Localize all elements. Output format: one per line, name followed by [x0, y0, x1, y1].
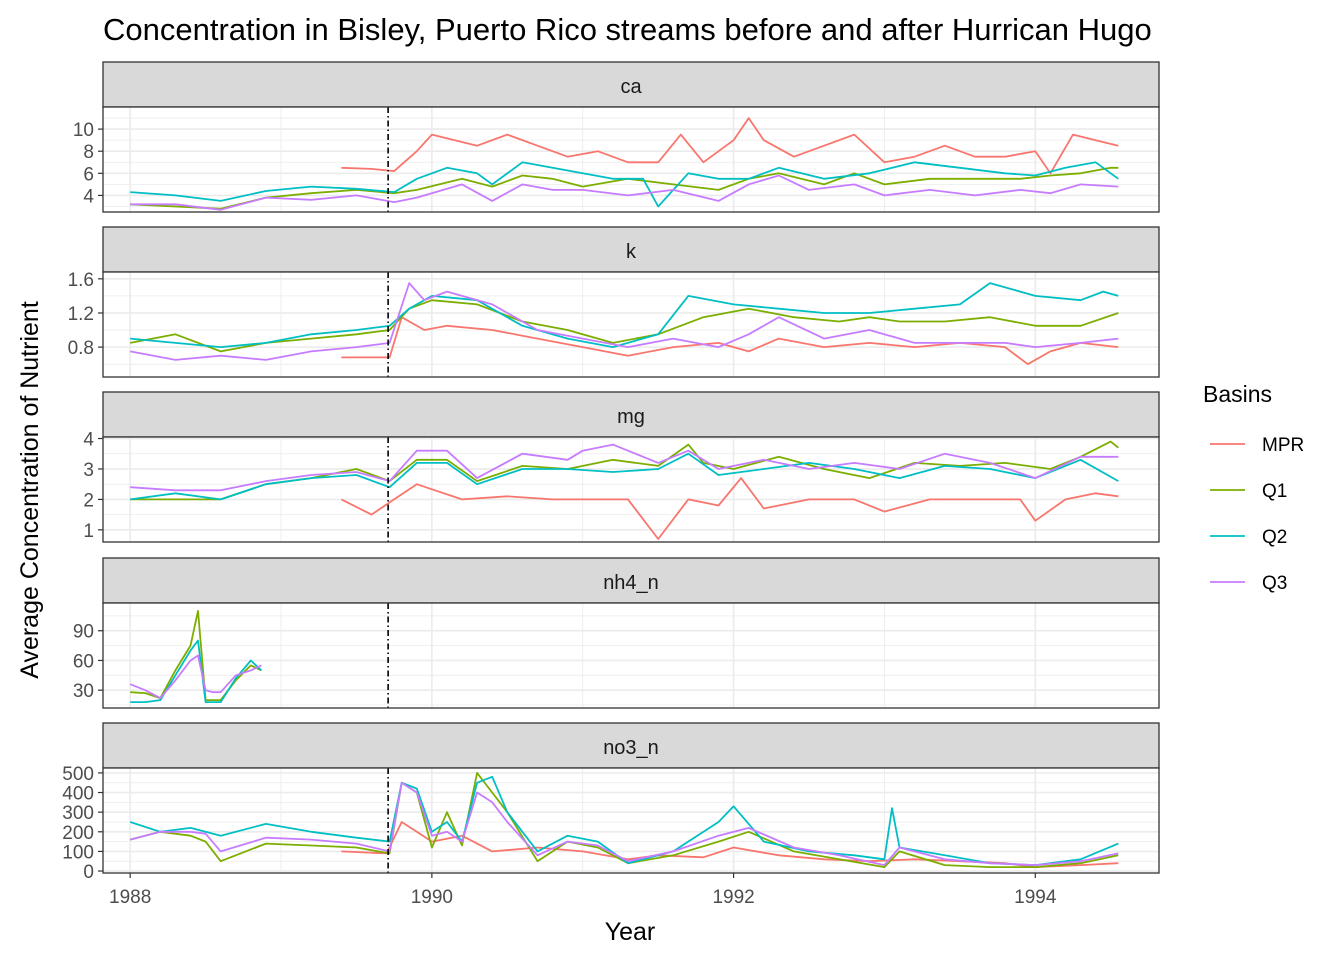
panel-background [103, 107, 1159, 212]
facet-strip [102, 226, 1160, 273]
y-tick-label: 60 [73, 651, 94, 672]
series-line-q1 [130, 166, 1119, 210]
y-tick-label: 8 [83, 142, 94, 163]
facet-strip [102, 61, 1160, 108]
series-line-mpr [340, 477, 1119, 540]
panel-background [103, 768, 1159, 873]
panel-background [103, 437, 1159, 542]
panel-background [103, 272, 1159, 377]
series-line-q1 [130, 299, 1119, 353]
y-tick-label: 1.2 [68, 304, 94, 325]
facet-strip [102, 557, 1160, 604]
chart-title: Concentration in Bisley, Puerto Rico str… [103, 12, 1152, 47]
x-axis-label: Year [605, 918, 656, 946]
series-line-q1 [130, 440, 1119, 501]
y-tick-label: 3 [83, 460, 94, 481]
y-tick-label: 10 [73, 120, 94, 141]
series-line-q3 [129, 654, 262, 699]
y-tick-label: 4 [83, 186, 94, 207]
legend-label: Q3 [1262, 573, 1287, 594]
facet-strip-label: ca [620, 76, 642, 98]
series-line-q2 [130, 161, 1119, 208]
series-line-q3 [130, 443, 1119, 492]
series-line-mpr [341, 316, 1119, 366]
y-tick-label: 2 [83, 490, 94, 511]
panel-border [102, 436, 1160, 543]
series-line-q3 [130, 282, 1119, 361]
series-line-q3 [130, 174, 1119, 211]
x-tick-label: 1994 [1014, 887, 1057, 908]
y-tick-label: 1.6 [68, 270, 94, 291]
facet-panels: ca46810k0.81.21.6mg1234nh4_n306090no3_n0… [62, 61, 1160, 883]
series-line-q2 [130, 452, 1119, 501]
y-tick-label: 100 [62, 842, 94, 863]
y-tick-label: 200 [62, 823, 94, 844]
series-line-q2 [130, 282, 1119, 349]
facet-strip [102, 722, 1160, 769]
series-line-mpr [341, 117, 1119, 175]
panel-k: k 0.8 1.2 1.6 [68, 226, 1160, 378]
panel-mg: mg 1 2 3 4 [83, 391, 1160, 543]
x-axis: 1988 1990 1992 1994 [109, 873, 1057, 908]
x-tick-label: 1988 [109, 887, 151, 908]
legend-title: Basins [1203, 381, 1272, 407]
y-tick-label: 0 [83, 862, 94, 883]
series-line-q3 [129, 781, 1119, 866]
facet-strip-label: nh4_n [603, 572, 659, 594]
y-tick-label: 1 [83, 521, 94, 542]
y-tick-label: 4 [83, 430, 94, 451]
panel-background [103, 603, 1159, 708]
panel-border [102, 271, 1160, 378]
facet-strip-label: no3_n [603, 737, 659, 759]
x-tick-label: 1990 [411, 887, 453, 908]
y-axis-label: Average Concentration of Nutrient [16, 301, 44, 679]
panel-border [102, 106, 1160, 213]
y-tick-label: 300 [62, 803, 94, 824]
y-tick-label: 90 [73, 622, 94, 643]
y-tick-label: 500 [62, 764, 94, 785]
facet-strip-label: mg [617, 406, 645, 428]
legend: Basins MPR Q1 Q2 Q3 [1203, 381, 1304, 594]
panel-border [102, 767, 1160, 874]
facet-strip-label: k [626, 241, 637, 263]
series-line-q2 [129, 775, 1119, 866]
y-tick-label: 6 [83, 164, 94, 185]
legend-label: Q1 [1262, 481, 1287, 502]
x-tick-label: 1992 [712, 887, 754, 908]
panel-border [102, 602, 1160, 709]
panel-nh4_n: nh4_n 30 60 90 [73, 557, 1160, 709]
y-tick-label: 400 [62, 784, 94, 805]
y-tick-label: 30 [73, 681, 94, 702]
legend-label: MPR [1262, 435, 1304, 456]
y-tick-label: 0.8 [68, 338, 94, 359]
legend-label: Q2 [1262, 527, 1287, 548]
